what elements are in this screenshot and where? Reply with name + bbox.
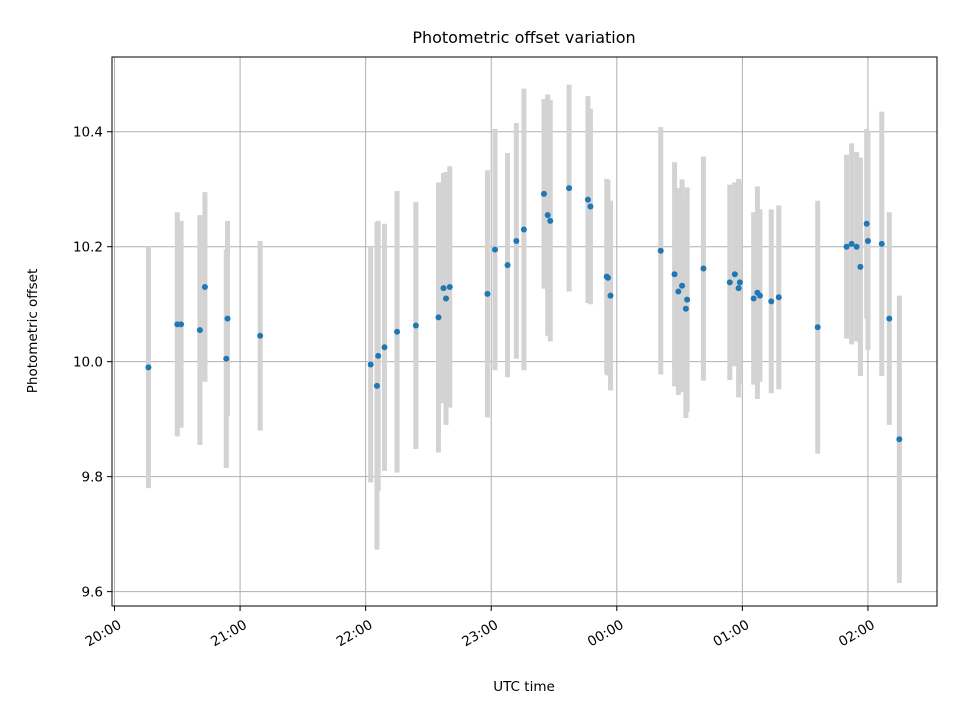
- data-point: [735, 285, 742, 292]
- y-tick-label: 9.6: [82, 585, 103, 601]
- data-point: [775, 294, 782, 301]
- data-point: [896, 436, 903, 443]
- data-point: [178, 321, 185, 328]
- data-point: [446, 283, 453, 290]
- data-point: [381, 344, 388, 351]
- data-point: [848, 240, 855, 247]
- data-point: [768, 298, 775, 305]
- y-tick-label: 10.0: [73, 355, 103, 371]
- data-point: [367, 361, 374, 368]
- data-point: [484, 290, 491, 297]
- data-point: [657, 247, 664, 254]
- data-point: [843, 243, 850, 250]
- data-point: [607, 292, 614, 299]
- data-point: [257, 332, 264, 339]
- data-point: [566, 185, 573, 192]
- y-axis-label: Photometric offset: [25, 269, 41, 393]
- data-point: [605, 274, 612, 281]
- data-point: [679, 282, 686, 289]
- data-point: [684, 296, 691, 303]
- data-point: [700, 265, 707, 272]
- data-point: [886, 315, 893, 322]
- data-point: [814, 324, 821, 331]
- data-point: [863, 220, 870, 227]
- y-tick-label: 10.2: [73, 240, 103, 256]
- data-point: [584, 196, 591, 203]
- data-point: [587, 203, 594, 210]
- data-point: [547, 217, 554, 224]
- data-point: [726, 279, 733, 286]
- plot-frame: [111, 56, 938, 607]
- data-point: [435, 314, 442, 321]
- data-point: [412, 322, 419, 329]
- data-point: [224, 315, 231, 322]
- data-point: [864, 237, 871, 244]
- data-point: [491, 246, 498, 253]
- data-point: [223, 355, 230, 362]
- data-point: [736, 279, 743, 286]
- data-point: [750, 295, 757, 302]
- data-point: [201, 283, 208, 290]
- data-point: [857, 263, 864, 270]
- data-point: [196, 327, 203, 334]
- data-point: [394, 328, 401, 335]
- data-point: [375, 352, 382, 359]
- y-axis-ticks: 9.6 9.8 10.0 10.2 10.4: [73, 125, 112, 601]
- y-tick-label: 10.4: [73, 125, 103, 141]
- data-point: [443, 295, 450, 302]
- data-point: [520, 226, 527, 233]
- data-point: [682, 305, 689, 312]
- data-point: [540, 190, 547, 197]
- x-axis-label: UTC time: [493, 679, 555, 695]
- data-point: [853, 243, 860, 250]
- data-point: [504, 262, 511, 269]
- data-point: [675, 288, 682, 295]
- data-point: [731, 271, 738, 278]
- data-points: [145, 185, 903, 443]
- data-point: [513, 237, 520, 244]
- y-tick-label: 9.8: [82, 470, 103, 486]
- data-point: [373, 382, 380, 389]
- data-point: [878, 240, 885, 247]
- data-point: [671, 271, 678, 278]
- data-point: [756, 292, 763, 299]
- data-point: [544, 212, 551, 219]
- data-point: [440, 285, 447, 292]
- chart-title: Photometric offset variation: [412, 28, 635, 47]
- data-point: [145, 364, 152, 371]
